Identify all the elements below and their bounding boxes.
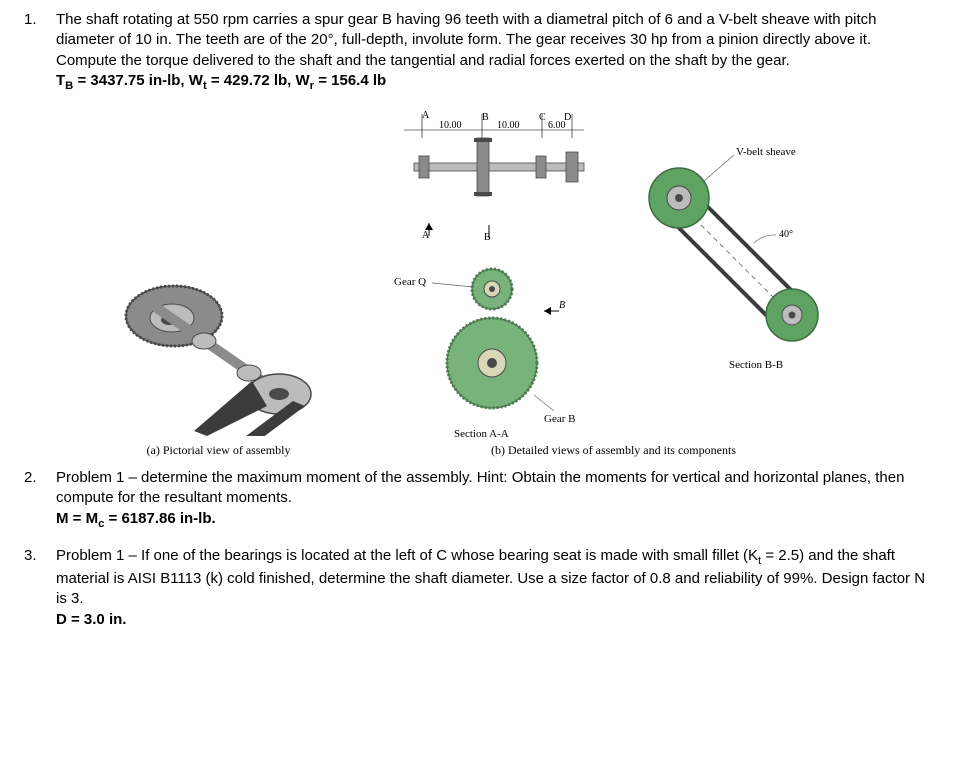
problem-2-text: Problem 1 – determine the maximum moment… — [56, 469, 904, 506]
angle-40-label: 40° — [779, 229, 793, 240]
problem-3-body: Problem 1 – If one of the bearings is lo… — [56, 546, 933, 630]
label-A: A — [422, 110, 430, 121]
svg-text:6.00: 6.00 — [548, 120, 566, 131]
svg-text:C: C — [539, 112, 546, 123]
gear-b-label: Gear B — [544, 413, 575, 425]
pictorial-caption: (a) Pictorial view of assembly — [147, 442, 291, 458]
vbelt-label: V-belt sheave — [736, 146, 796, 158]
problem-3: 3. Problem 1 – If one of the bearings is… — [24, 546, 933, 630]
gear-q-label: Gear Q — [394, 276, 426, 288]
figure-pictorial: (a) Pictorial view of assembly — [104, 246, 334, 458]
section-b-b-label: Section B-B — [729, 359, 783, 371]
problem-2: 2. Problem 1 – determine the maximum mom… — [24, 468, 933, 532]
problem-3-text: Problem 1 – If one of the bearings is lo… — [56, 547, 925, 607]
detailed-left-svg: A B C D 10.00 10.00 6.00 — [384, 108, 614, 438]
svg-text:10.00: 10.00 — [497, 120, 520, 131]
problem-2-number: 2. — [24, 468, 56, 532]
problem-3-number: 3. — [24, 546, 56, 630]
detailed-right-svg: V-belt sheave 40° Section B-B — [634, 143, 844, 403]
problem-1-body: The shaft rotating at 550 rpm carries a … — [56, 10, 933, 94]
problem-2-body: Problem 1 – determine the maximum moment… — [56, 468, 933, 532]
figure-detailed: A B C D 10.00 10.00 6.00 — [374, 108, 854, 458]
svg-text:B: B — [482, 112, 489, 123]
problem-2-answer: M = Mc = 6187.86 in-lb. — [56, 510, 216, 527]
pictorial-svg — [104, 246, 334, 436]
svg-text:B: B — [484, 232, 491, 243]
detailed-caption: (b) Detailed views of assembly and its c… — [491, 442, 736, 458]
figure-area: (a) Pictorial view of assembly A B C D — [24, 108, 933, 458]
svg-text:10.00: 10.00 — [439, 120, 462, 131]
section-a-a-label: Section A-A — [454, 428, 509, 438]
problem-1-answer: TB = 3437.75 in-lb, Wt = 429.72 lb, Wr =… — [56, 72, 386, 89]
svg-text:B: B — [559, 300, 565, 311]
problem-3-answer: D = 3.0 in. — [56, 611, 126, 628]
problem-1: 1. The shaft rotating at 550 rpm carries… — [24, 10, 933, 94]
problem-1-text: The shaft rotating at 550 rpm carries a … — [56, 11, 876, 69]
problem-1-number: 1. — [24, 10, 56, 94]
